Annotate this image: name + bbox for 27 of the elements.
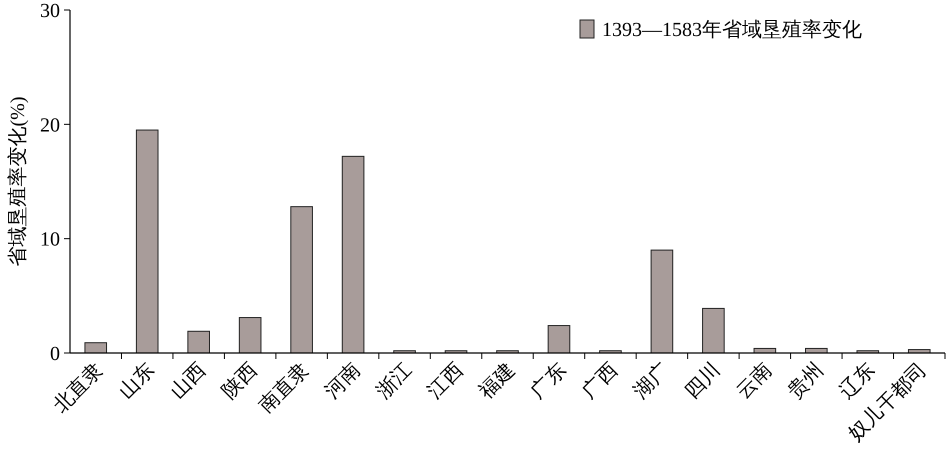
y-tick-label: 0 xyxy=(50,343,60,365)
y-tick-label: 10 xyxy=(40,228,60,251)
y-axis-title: 省域垦殖率变化(%) xyxy=(7,96,29,266)
bar xyxy=(650,250,674,354)
bar xyxy=(238,317,262,354)
bar xyxy=(548,325,570,354)
bar xyxy=(702,308,725,354)
x-tick-label: 广西 xyxy=(578,358,622,403)
x-tick-label: 江西 xyxy=(424,358,468,403)
x-tick-label: 山西 xyxy=(166,358,210,403)
y-tick-label: 30 xyxy=(40,0,60,22)
x-tick-label: 浙江 xyxy=(372,358,416,403)
bar xyxy=(290,206,313,354)
bar xyxy=(187,330,210,354)
x-tick-label: 山东 xyxy=(114,358,159,403)
x-tick-label: 贵州 xyxy=(784,358,828,403)
x-tick-label: 云南 xyxy=(732,358,776,403)
x-tick-label: 湖广 xyxy=(630,358,674,403)
x-tick-label: 河南 xyxy=(320,358,365,403)
bar xyxy=(84,342,108,354)
y-tick-label: 20 xyxy=(40,114,60,136)
legend-label: 1393—1583年省域垦殖率变化 xyxy=(602,19,862,41)
bar xyxy=(342,156,364,354)
x-tick-label: 广东 xyxy=(526,358,571,403)
bar xyxy=(136,130,159,354)
x-tick-label: 福建 xyxy=(475,358,520,403)
x-tick-label: 四川 xyxy=(681,358,725,403)
